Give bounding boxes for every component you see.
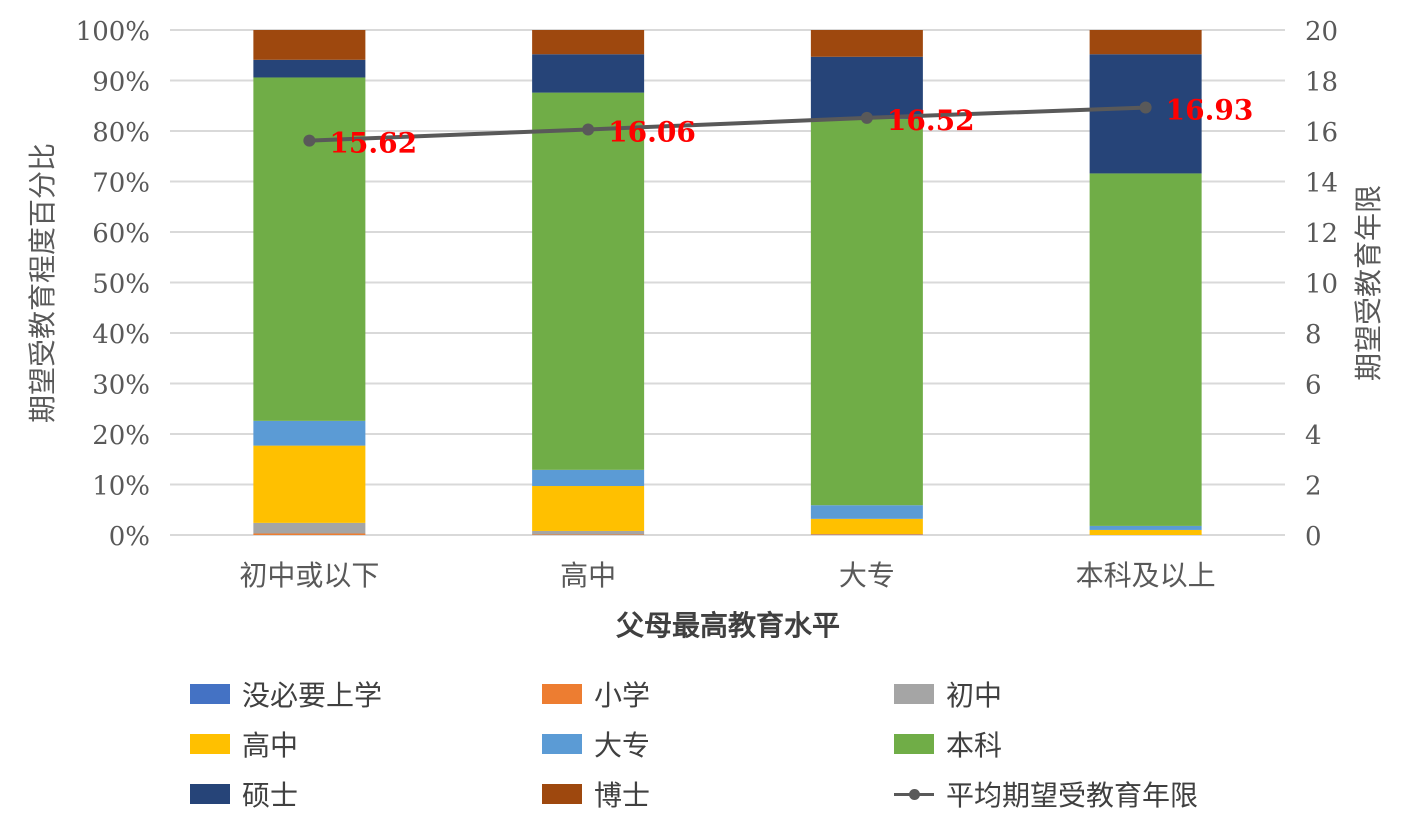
y2-tick-label: 12 <box>1305 219 1338 249</box>
x-tick-label: 初中或以下 <box>239 559 379 592</box>
y2-tick-label: 4 <box>1305 421 1322 451</box>
bar-segment <box>1089 529 1202 535</box>
legend-item: 硕士 <box>190 778 542 812</box>
line-point <box>303 134 316 147</box>
y2-tick-label: 8 <box>1305 320 1322 350</box>
legend-item: 博士 <box>542 778 894 812</box>
legend-item: 小学 <box>542 678 894 712</box>
line-point <box>860 111 873 124</box>
legend-label: 没必要上学 <box>242 679 383 712</box>
legend-label: 初中 <box>946 679 1003 712</box>
chart-svg: 0% 0 10% 2 20% 4 30% 6 40% 8 50% 10 60% 12 70% 14 80% 16 9… <box>26 17 1385 642</box>
bar-segment <box>810 534 923 535</box>
bar-segment <box>253 30 366 60</box>
legend-label: 大专 <box>594 729 651 762</box>
bar-segment <box>253 533 366 535</box>
data-label: 15.62 <box>329 127 417 160</box>
y-tick-label: 90% <box>92 68 150 98</box>
y-tick-label: 20% <box>92 421 150 451</box>
y-axis-title: 期望受教育程度百分比 <box>26 143 59 423</box>
data-label: 16.52 <box>887 104 975 137</box>
bar-segment <box>532 92 645 470</box>
bar-segment <box>810 505 923 519</box>
y-tick-label: 100% <box>76 17 150 47</box>
x-tick-label: 高中 <box>560 559 616 592</box>
y2-tick-label: 14 <box>1305 169 1338 199</box>
legend-label: 硕士 <box>242 779 299 812</box>
legend-item: 高中 <box>190 728 542 762</box>
bar-segment <box>253 445 366 523</box>
legend-label: 本科 <box>946 729 1003 762</box>
y-tick-label: 60% <box>92 219 150 249</box>
bar-segment <box>810 533 923 535</box>
bar-segment <box>1089 525 1202 530</box>
legend-swatch <box>542 784 582 804</box>
y2-tick-label: 0 <box>1305 522 1322 552</box>
x-tick-label: 大专 <box>839 559 895 592</box>
y-tick-label: 0% <box>109 522 150 552</box>
x-tick-label: 本科及以上 <box>1076 559 1216 592</box>
y-tick-label: 10% <box>92 472 150 502</box>
line-series <box>309 105 1146 143</box>
legend-item: 本科 <box>894 728 1246 762</box>
y2-tick-label: 10 <box>1305 270 1338 300</box>
legend-swatch <box>190 734 230 754</box>
bar-segment <box>810 56 923 119</box>
bar-segment <box>532 469 645 487</box>
bar-segment <box>532 54 645 93</box>
legend-item: 没必要上学 <box>190 678 542 712</box>
y2-tick-label: 6 <box>1305 371 1322 401</box>
y2-tick-label: 2 <box>1305 472 1322 502</box>
legend-swatch <box>542 734 582 754</box>
legend-label: 高中 <box>242 729 299 762</box>
legend-label: 博士 <box>594 779 651 812</box>
y-tick-label: 70% <box>92 169 150 199</box>
legend: 没必要上学 小学 初中高中 大专 本科硕士 博士 平均期望受教育年限 <box>190 678 1290 812</box>
bar-segment <box>1089 54 1202 174</box>
bar-segment <box>1089 173 1202 526</box>
y2-tick-label: 20 <box>1305 17 1338 47</box>
bar-segment <box>532 30 645 55</box>
y-tick-label: 30% <box>92 371 150 401</box>
legend-item: 平均期望受教育年限 <box>894 778 1246 812</box>
line-point <box>1139 101 1152 114</box>
legend-swatch <box>190 784 230 804</box>
bar-segment <box>1089 30 1202 55</box>
bar-segment <box>253 59 366 78</box>
legend-swatch <box>190 684 230 704</box>
y2-tick-label: 18 <box>1305 68 1338 98</box>
y-tick-label: 50% <box>92 270 150 300</box>
legend-swatch <box>894 734 934 754</box>
bar-segment <box>532 486 645 531</box>
bar-segment <box>253 420 366 446</box>
line-point <box>582 123 595 136</box>
bar-segment <box>532 530 645 535</box>
legend-swatch <box>542 684 582 704</box>
data-label: 16.93 <box>1166 94 1254 127</box>
bar-segment <box>532 534 645 535</box>
y2-axis-title: 期望受教育年限 <box>1352 185 1385 381</box>
legend-label: 平均期望受教育年限 <box>946 779 1199 812</box>
bar-segment <box>810 30 923 57</box>
legend-item: 初中 <box>894 678 1246 712</box>
y2-tick-label: 16 <box>1305 118 1338 148</box>
legend-item: 大专 <box>542 728 894 762</box>
bar-segment <box>810 118 923 506</box>
y-tick-label: 80% <box>92 118 150 148</box>
bar-segment <box>810 518 923 534</box>
legend-swatch <box>894 784 934 804</box>
legend-label: 小学 <box>594 679 651 712</box>
x-axis-title: 父母最高教育水平 <box>616 609 840 642</box>
data-label: 16.06 <box>608 115 696 148</box>
y-tick-label: 40% <box>92 320 150 350</box>
bar-segment <box>253 522 366 534</box>
legend-swatch <box>894 684 934 704</box>
